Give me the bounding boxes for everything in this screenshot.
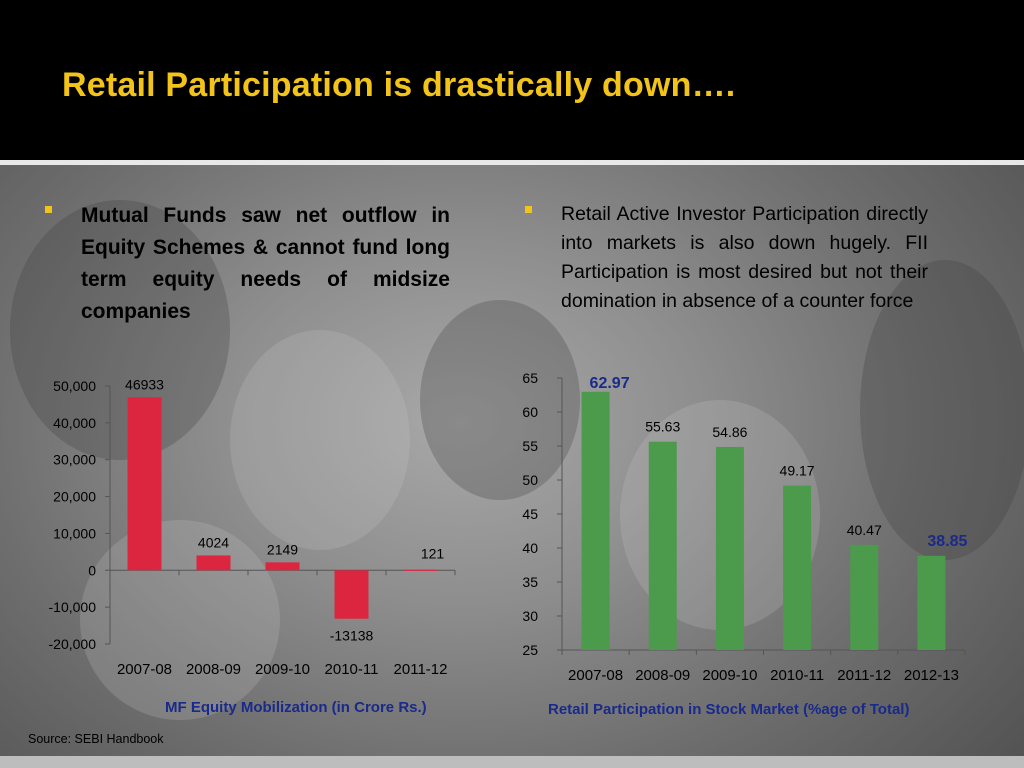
- background-photo-shape: [80, 520, 280, 720]
- data-label: 49.17: [780, 463, 815, 479]
- y-tick-label: 10,000: [53, 525, 96, 541]
- bar: [334, 570, 369, 619]
- x-tick-label: 2010-11: [325, 661, 379, 678]
- x-tick-label: 2012-13: [904, 667, 959, 684]
- y-tick-label: 40,000: [53, 415, 96, 431]
- bar: [196, 555, 231, 571]
- y-tick-label: 35: [522, 574, 538, 590]
- background-photo-shape: [860, 260, 1024, 560]
- x-tick-label: 2008-09: [635, 667, 690, 684]
- retail-participation-chart: 65 60 55 50 45 40 35 30 25 62.97 2007-08 55.63 2008-…: [522, 370, 967, 684]
- background-photo-shape: [10, 200, 230, 460]
- data-label: 38.85: [927, 533, 967, 550]
- y-tick-label: -10,000: [49, 599, 97, 615]
- bar: [265, 562, 300, 571]
- bar: [127, 397, 162, 571]
- y-tick-label: 25: [522, 642, 538, 658]
- background-photo-shape: [230, 330, 410, 550]
- bar: [581, 391, 610, 650]
- header-band: [0, 0, 1024, 160]
- bar: [783, 485, 812, 650]
- x-tick-label: 2009-10: [702, 667, 757, 684]
- bar: [403, 569, 438, 571]
- data-label: 2149: [267, 541, 298, 557]
- bar: [715, 446, 744, 650]
- data-label: 55.63: [645, 419, 680, 435]
- y-tick-label: 55: [522, 438, 538, 454]
- data-label: 121: [421, 545, 445, 561]
- background-photo-shape: [420, 300, 580, 500]
- left-bullet: Mutual Funds saw net outflow in Equity S…: [45, 200, 450, 328]
- data-label: 46933: [125, 376, 164, 392]
- y-tick-label: 60: [522, 404, 538, 420]
- data-label: 4024: [198, 534, 229, 550]
- y-tick-label: 40: [522, 540, 538, 556]
- bullet-marker-icon: [45, 206, 52, 213]
- data-label: 54.86: [712, 424, 747, 440]
- y-tick-label: -20,000: [49, 636, 97, 652]
- bullet-marker-icon: [525, 206, 532, 213]
- y-tick-label: 65: [522, 370, 538, 386]
- bottom-bar: [0, 756, 1024, 768]
- bar: [850, 544, 879, 650]
- bar: [917, 555, 946, 650]
- x-tick-label: 2007-08: [117, 661, 172, 678]
- right-chart-title: Retail Participation in Stock Market (%a…: [548, 701, 910, 718]
- bar: [648, 441, 677, 650]
- x-tick-label: 2010-11: [770, 667, 824, 684]
- data-label: 40.47: [847, 522, 882, 538]
- left-chart-title: MF Equity Mobilization (in Crore Rs.): [165, 699, 427, 716]
- y-tick-label: 0: [88, 562, 96, 578]
- y-tick-label: 30,000: [53, 452, 96, 468]
- data-label: 62.97: [590, 375, 630, 392]
- y-tick-label: 20,000: [53, 489, 96, 505]
- x-tick-label: 2011-12: [837, 667, 891, 684]
- source-note: Source: SEBI Handbook: [28, 732, 164, 746]
- y-tick-label: 50: [522, 472, 538, 488]
- x-tick-label: 2007-08: [568, 667, 623, 684]
- y-tick-label: 50,000: [53, 378, 96, 394]
- left-bullet-text: Mutual Funds saw net outflow in Equity S…: [81, 204, 450, 323]
- header-rule: [0, 160, 1024, 165]
- x-tick-label: 2008-09: [186, 661, 241, 678]
- mf-equity-chart: 50,000 40,000 30,000 20,000 10,000 0 -10,000 -2…: [49, 376, 456, 678]
- x-tick-label: 2009-10: [255, 661, 310, 678]
- y-tick-label: 30: [522, 608, 538, 624]
- data-label: -13138: [330, 628, 374, 644]
- x-tick-label: 2011-12: [394, 661, 448, 678]
- right-bullet-text: Retail Active Investor Participation dir…: [561, 203, 928, 312]
- y-tick-label: 45: [522, 506, 538, 522]
- slide-title: Retail Participation is drastically down…: [62, 66, 736, 104]
- right-bullet: Retail Active Investor Participation dir…: [525, 200, 928, 316]
